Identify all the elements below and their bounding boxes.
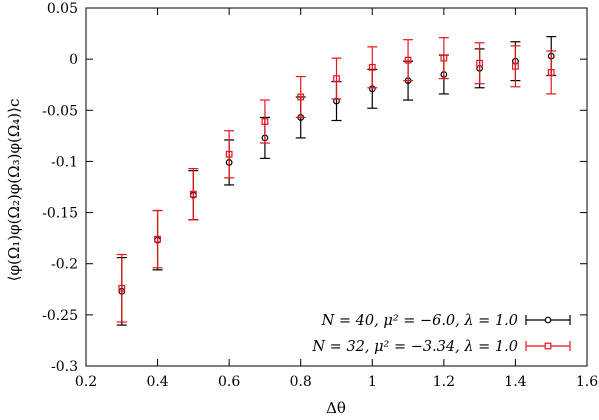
series-2 — [116, 37, 557, 323]
x-tick-label: 0.2 — [75, 374, 97, 390]
data-point — [189, 190, 197, 198]
legend-item-1: N = 40, μ² = −6.0, λ = 1.0 — [321, 313, 571, 329]
x-tick-label: 0.8 — [290, 374, 312, 390]
series-layer — [116, 36, 557, 326]
data-point — [154, 235, 161, 243]
data-point — [440, 54, 448, 62]
legend-label: N = 40, μ² = −6.0, λ = 1.0 — [321, 313, 518, 329]
data-point — [476, 59, 484, 67]
y-axis-title: ⟨φ(Ω₁)φ(Ω₂)φ(Ω₃)φ(Ω₄)⟩c — [5, 99, 23, 282]
y-tick-label: 0 — [69, 52, 78, 68]
y-tick-label: -0.3 — [51, 359, 78, 375]
data-point — [225, 150, 233, 158]
x-axis: 0.2 0.4 0.6 0.8 1 1.2 1.4 1.6 — [75, 8, 598, 390]
x-tick-label: 1.2 — [433, 374, 455, 390]
data-point — [118, 284, 126, 292]
legend: N = 40, μ² = −6.0, λ = 1.0 N = 32, μ² = −… — [311, 313, 571, 355]
x-tick-label: 1.6 — [576, 374, 598, 390]
y-tick-label: -0.25 — [42, 308, 78, 324]
data-point — [547, 69, 555, 76]
x-tick-label: 0.6 — [218, 374, 240, 390]
x-axis-title: Δθ — [326, 399, 346, 417]
y-tick-label: 0.05 — [47, 1, 78, 17]
y-tick-label: -0.1 — [51, 154, 78, 170]
y-tick-label: -0.2 — [51, 257, 78, 273]
data-point — [368, 63, 376, 71]
legend-marker — [544, 316, 552, 324]
y-tick-label: -0.15 — [42, 206, 78, 222]
x-tick-label: 0.4 — [146, 374, 168, 390]
plot-frame — [85, 7, 588, 367]
data-point — [404, 56, 412, 64]
y-tick-label: -0.05 — [42, 103, 78, 119]
legend-item-2: N = 32, μ² = −3.34, λ = 1.0 — [311, 339, 571, 355]
plot-area-border — [85, 7, 588, 367]
data-point — [297, 93, 305, 101]
data-point — [333, 75, 340, 82]
x-tick-label: 1.4 — [504, 374, 526, 390]
legend-label: N = 32, μ² = −3.34, λ = 1.0 — [311, 339, 518, 355]
legend-marker — [544, 342, 552, 350]
y-axis: -0.3 -0.25 -0.2 -0.15 -0.1 -0.05 0 0.05 — [42, 1, 587, 375]
data-point — [512, 62, 519, 70]
data-point — [261, 118, 269, 125]
x-tick-label: 1 — [368, 374, 377, 390]
